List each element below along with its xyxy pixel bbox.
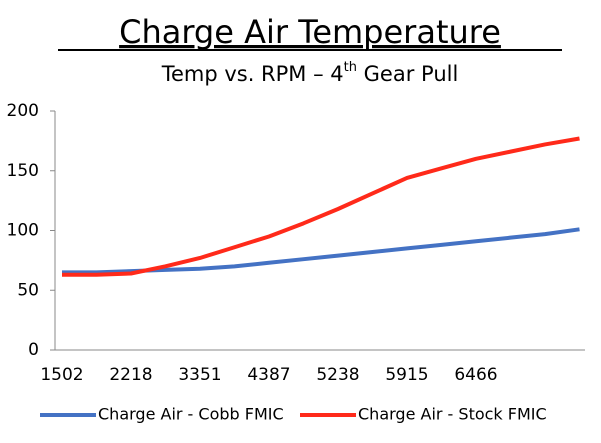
subtitle-part: Temp vs. RPM – 4 bbox=[161, 62, 344, 86]
x-tick-label: 5238 bbox=[316, 365, 359, 385]
y-tick-label: 50 bbox=[17, 280, 39, 300]
y-tick-label: 100 bbox=[7, 221, 39, 241]
x-tick-label: 1502 bbox=[40, 365, 83, 385]
series-line bbox=[62, 136, 580, 277]
x-tick-label: 6466 bbox=[454, 365, 497, 385]
chart-title: Charge Air Temperature bbox=[119, 13, 501, 51]
x-tick-label: 2218 bbox=[109, 365, 152, 385]
y-tick-label: 0 bbox=[28, 340, 39, 360]
subtitle-superscript: th bbox=[344, 60, 357, 75]
legend-label: Charge Air - Stock FMIC bbox=[358, 405, 547, 424]
subtitle-part: Gear Pull bbox=[357, 62, 458, 86]
y-tick-label: 150 bbox=[7, 161, 39, 181]
y-tick-label: 200 bbox=[7, 101, 39, 121]
legend-label: Charge Air - Cobb FMIC bbox=[98, 405, 284, 424]
series-line bbox=[62, 227, 580, 275]
x-tick-label: 5915 bbox=[385, 365, 428, 385]
chart-subtitle: Temp vs. RPM – 4th Gear Pull bbox=[161, 60, 459, 87]
x-tick-label: 4387 bbox=[247, 365, 290, 385]
x-tick-label: 3351 bbox=[178, 365, 221, 385]
